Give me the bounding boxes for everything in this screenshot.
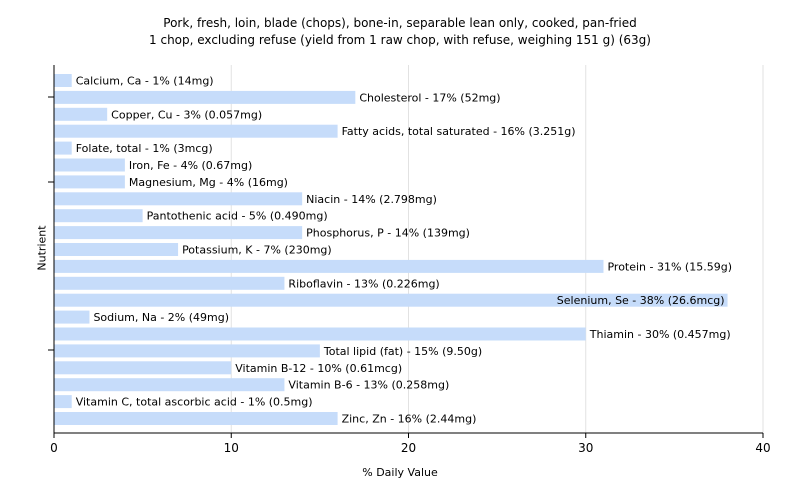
bar [54,192,303,206]
bar [54,259,604,273]
bar [54,175,125,189]
y-axis-label: Nutrient [35,225,49,271]
bar [54,243,179,256]
x-axis-label: % Daily Value [362,466,438,479]
bar-label: Zinc, Zn - 16% (2.44mg) [342,413,477,426]
bar [54,310,90,324]
bar-label: Vitamin C, total ascorbic acid - 1% (0.5… [76,396,313,409]
bar [54,344,320,358]
x-tick-label: 20 [401,441,416,455]
bar-label: Sodium, Na - 2% (49mg) [93,311,229,324]
bar-label: Cholesterol - 17% (52mg) [359,91,500,104]
bar [54,412,338,425]
bar-label: Selenium, Se - 38% (26.6mcg) [557,294,725,307]
bar-label: Potassium, K - 7% (230mg) [182,244,332,257]
bar [54,158,125,172]
bar-label: Thiamin - 30% (0.457mg) [589,328,731,341]
x-tick-label: 0 [50,441,58,455]
x-tick-label: 40 [755,441,770,455]
x-tick-label: 10 [224,441,239,455]
x-tick-label: 30 [578,441,593,455]
bar [54,226,303,240]
chart-title: Pork, fresh, loin, blade (chops), bone-i… [163,16,637,30]
bar [54,107,108,121]
bar [54,293,728,307]
bar [54,124,338,138]
bar [54,327,586,341]
bar-label: Vitamin B-12 - 10% (0.61mcg) [235,362,402,375]
bar [54,141,72,155]
bar [54,90,356,104]
bar-label: Copper, Cu - 3% (0.057mg) [111,108,262,121]
bar-label: Folate, total - 1% (3mcg) [76,142,213,155]
bar-label: Calcium, Ca - 1% (14mg) [76,75,214,88]
bar [54,276,285,290]
bar-label: Pantothenic acid - 5% (0.490mg) [147,210,328,223]
bar-label: Protein - 31% (15.59g) [607,260,732,273]
bar-label: Total lipid (fat) - 15% (9.50g) [323,345,482,358]
bar-label: Riboflavin - 13% (0.226mg) [288,277,439,290]
bar-label: Iron, Fe - 4% (0.67mg) [129,159,252,172]
bar-label: Magnesium, Mg - 4% (16mg) [129,176,288,189]
bar [54,74,72,87]
bar-label: Niacin - 14% (2.798mg) [306,193,437,206]
bar [54,378,285,392]
bar-label: Fatty acids, total saturated - 16% (3.25… [342,125,576,138]
bar [54,395,72,409]
bar [54,361,232,375]
chart-subtitle: 1 chop, excluding refuse (yield from 1 r… [149,33,651,47]
bar [54,209,143,223]
bar-label: Vitamin B-6 - 13% (0.258mg) [288,379,449,392]
bar-label: Phosphorus, P - 14% (139mg) [306,227,470,240]
